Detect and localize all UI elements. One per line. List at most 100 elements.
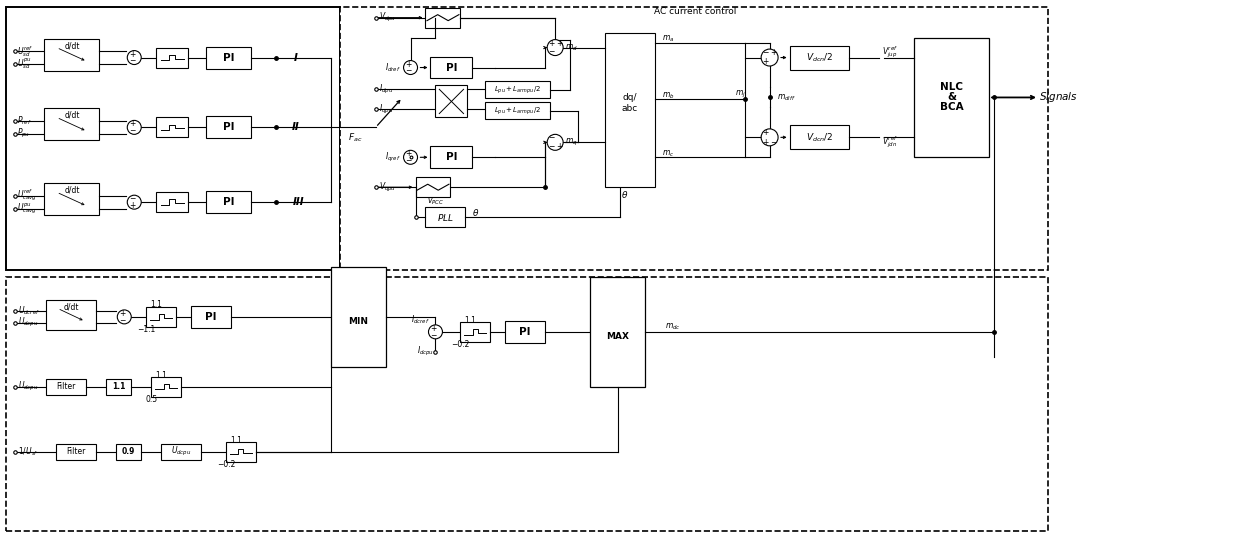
Text: $V_{dpu}$: $V_{dpu}$	[378, 11, 396, 24]
Text: 1.1: 1.1	[112, 382, 125, 391]
Text: PI: PI	[206, 312, 217, 322]
Text: −: −	[405, 67, 412, 75]
Bar	[206, 191, 250, 213]
Bar	[415, 177, 450, 197]
Text: +: +	[548, 38, 554, 48]
Text: I: I	[294, 53, 298, 62]
Text: −1.1: −1.1	[138, 325, 155, 334]
Bar	[430, 56, 472, 79]
Bar	[45, 38, 99, 70]
Text: $U_{cavg}^{ref}$: $U_{cavg}^{ref}$	[16, 188, 37, 203]
Bar	[45, 108, 99, 140]
Text: $V_{dcn}/2$: $V_{dcn}/2$	[806, 51, 833, 64]
Text: $m_q$: $m_q$	[565, 137, 578, 148]
Circle shape	[547, 40, 563, 55]
Bar	[57, 443, 97, 460]
Bar	[156, 118, 188, 137]
Text: $m_b$: $m_b$	[662, 90, 675, 101]
Text: PI: PI	[520, 327, 531, 337]
Bar	[505, 321, 546, 343]
Circle shape	[761, 49, 777, 66]
Text: $U_{sd}^{pu}$: $U_{sd}^{pu}$	[16, 57, 31, 72]
Text: III: III	[293, 197, 305, 207]
Text: $\theta$: $\theta$	[621, 189, 629, 199]
Bar	[425, 8, 460, 28]
Text: 1.1: 1.1	[231, 436, 242, 444]
Bar	[191, 306, 231, 328]
Bar	[161, 443, 201, 460]
Text: $I_{dref}$: $I_{dref}$	[384, 61, 401, 74]
Bar	[485, 102, 551, 119]
Text: MAX: MAX	[606, 332, 629, 341]
Text: −: −	[548, 48, 554, 56]
Text: $PLL$: $PLL$	[436, 211, 454, 223]
Bar	[790, 125, 849, 149]
Bar	[485, 81, 551, 99]
Text: $U_{sd}^{ref}$: $U_{sd}^{ref}$	[16, 43, 33, 59]
Text: $1/U_{sf}$: $1/U_{sf}$	[17, 446, 38, 458]
Circle shape	[403, 61, 418, 74]
Text: d/dt: d/dt	[63, 302, 79, 311]
Text: $P_{ref}$: $P_{ref}$	[16, 115, 31, 127]
Text: $V_{jdn}^{ref}$: $V_{jdn}^{ref}$	[883, 134, 898, 150]
Text: PI: PI	[445, 62, 458, 73]
Text: +: +	[405, 60, 412, 68]
Text: −: −	[548, 143, 554, 151]
Text: d/dt: d/dt	[64, 41, 79, 50]
Bar	[605, 33, 655, 187]
Bar	[156, 192, 188, 212]
Bar	[435, 86, 467, 118]
Bar	[146, 307, 176, 327]
Text: $m_a$: $m_a$	[662, 34, 675, 44]
Text: +: +	[129, 49, 135, 59]
Text: d/dt: d/dt	[64, 186, 79, 195]
Bar	[156, 48, 188, 68]
Text: $F_{ac}$: $F_{ac}$	[348, 131, 363, 144]
Circle shape	[118, 310, 131, 324]
Text: PI: PI	[223, 122, 234, 132]
Circle shape	[128, 195, 141, 209]
Circle shape	[403, 150, 418, 164]
Text: $V_{dcn}/2$: $V_{dcn}/2$	[806, 131, 833, 144]
Text: $m_j$: $m_j$	[735, 89, 745, 100]
Text: 1.1: 1.1	[155, 371, 167, 380]
Text: &: &	[947, 93, 956, 102]
Text: +: +	[763, 57, 769, 66]
Bar	[340, 7, 1048, 270]
Bar	[425, 207, 465, 227]
Bar	[430, 146, 472, 168]
Text: +: +	[770, 48, 776, 57]
Text: −: −	[129, 56, 135, 66]
Text: BCA: BCA	[940, 102, 963, 112]
Text: $L_{pu}+L_{armpu}/2$: $L_{pu}+L_{armpu}/2$	[495, 84, 541, 96]
Text: $U_{dcpu}$: $U_{dcpu}$	[17, 317, 38, 330]
Text: $L_{pu}+L_{armpu}/2$: $L_{pu}+L_{armpu}/2$	[495, 105, 541, 117]
Text: 1.1: 1.1	[465, 316, 476, 325]
Bar	[590, 277, 645, 386]
Bar	[226, 442, 255, 461]
Text: PI: PI	[223, 197, 234, 207]
Text: PI: PI	[223, 53, 234, 62]
Text: −: −	[129, 126, 135, 136]
Circle shape	[761, 129, 777, 146]
Text: $U_{dcref}$: $U_{dcref}$	[17, 305, 40, 317]
Bar	[45, 183, 99, 215]
Text: $\theta$: $\theta$	[471, 207, 479, 218]
Text: −: −	[405, 156, 412, 165]
Bar	[460, 322, 490, 342]
Text: $V_{jup}^{ref}$: $V_{jup}^{ref}$	[883, 45, 898, 60]
Text: −: −	[770, 138, 776, 147]
Text: −: −	[763, 48, 769, 57]
Text: +: +	[119, 309, 125, 318]
Text: $m_c$: $m_c$	[662, 148, 675, 159]
Text: $U_{dcpu}$: $U_{dcpu}$	[171, 445, 191, 458]
Bar	[914, 37, 990, 157]
Text: 0.9: 0.9	[122, 447, 135, 456]
Text: MIN: MIN	[348, 318, 368, 326]
Text: $U_{cavg}^{pu}$: $U_{cavg}^{pu}$	[16, 202, 37, 216]
Bar	[107, 379, 131, 395]
Text: AC current control: AC current control	[653, 7, 737, 16]
Bar	[46, 300, 97, 330]
Text: +: +	[763, 128, 769, 137]
Bar	[117, 443, 141, 460]
